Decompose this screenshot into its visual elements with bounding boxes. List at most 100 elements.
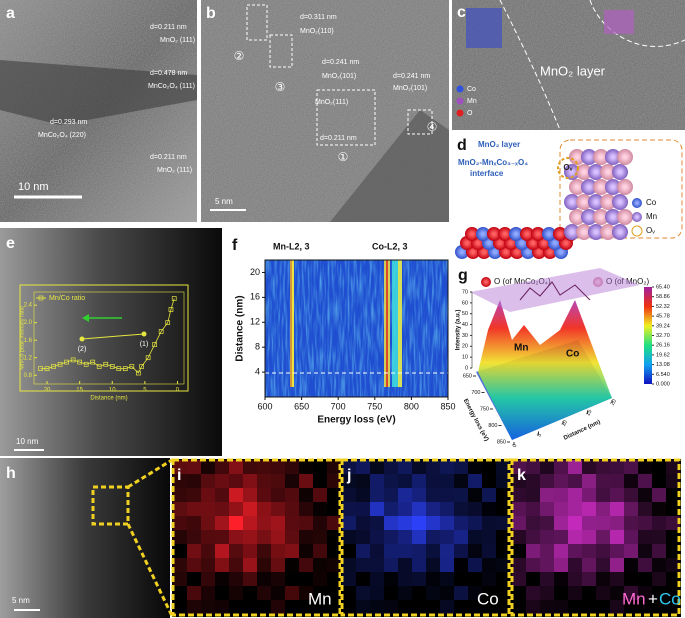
map-pixel	[229, 558, 243, 572]
map-pixel	[426, 474, 440, 488]
map-pixel	[187, 516, 201, 530]
layer-label: MnO₂ layer	[478, 140, 520, 149]
map-pixel	[412, 488, 426, 502]
y-tick-label: 12	[250, 317, 260, 327]
map-pixel	[243, 488, 257, 502]
map-pixel	[384, 530, 398, 544]
map-pixel	[201, 572, 215, 586]
map-pixel	[568, 502, 582, 516]
map-pixel	[243, 502, 257, 516]
element-label: Co	[566, 349, 579, 360]
map-pixel	[342, 516, 356, 530]
map-pixel	[173, 530, 187, 544]
map-pixel	[666, 600, 680, 614]
map-pixel	[327, 586, 341, 600]
atom	[542, 227, 556, 241]
map-pixel	[582, 558, 596, 572]
map-pixel	[370, 474, 384, 488]
data-point	[168, 307, 174, 312]
map-pixel	[187, 600, 201, 614]
map-pixel	[299, 502, 313, 516]
heatmap-band	[392, 260, 402, 387]
map-pixel	[540, 558, 554, 572]
vacancy	[557, 157, 579, 179]
data-point	[135, 370, 141, 376]
map-pixel	[568, 600, 582, 614]
map-pixel	[285, 502, 299, 516]
map-pixel	[666, 544, 680, 558]
map-pixel	[568, 544, 582, 558]
map-pixel	[496, 558, 510, 572]
legend-dot	[481, 277, 491, 287]
element-label: Mn	[622, 589, 646, 608]
map-pixel	[299, 558, 313, 572]
map-pixel	[468, 600, 482, 614]
x-tick-label: 700	[331, 401, 346, 411]
y-tick-label: 1.6	[24, 338, 33, 344]
panel-label: j	[346, 467, 351, 484]
map-pixel	[526, 600, 540, 614]
data-point	[171, 296, 177, 301]
map-pixel	[624, 474, 638, 488]
map-pixel	[271, 558, 285, 572]
map-pixel	[666, 530, 680, 544]
map-pixel	[342, 460, 356, 474]
atom	[593, 209, 609, 225]
map-pixel	[187, 586, 201, 600]
colorbar-label: 13.08	[656, 362, 670, 368]
map-pixel	[526, 586, 540, 600]
map-pixel	[243, 544, 257, 558]
atom	[576, 194, 592, 210]
element-label: Mn	[308, 589, 332, 608]
map-pixel	[271, 474, 285, 488]
map-pixel	[285, 572, 299, 586]
y-tick-label: 0.8	[24, 373, 33, 379]
map-pixel	[285, 600, 299, 614]
map-pixel	[327, 558, 341, 572]
map-pixel	[243, 460, 257, 474]
d-spacing: d=0.293 nm	[50, 119, 87, 126]
atom	[605, 179, 621, 195]
map-pixel	[215, 544, 229, 558]
map-pixel	[666, 586, 680, 600]
map-pixel	[568, 558, 582, 572]
data-point	[51, 364, 56, 369]
atom	[531, 227, 545, 241]
crystal-icon	[466, 8, 502, 48]
map-pixel	[370, 502, 384, 516]
map-pixel	[512, 502, 526, 516]
plane-label: MnO₂ (111)	[160, 37, 195, 44]
x-axis-label: Energy loss (eV)	[462, 398, 489, 442]
map-pixel	[540, 572, 554, 586]
y-tick-label: 2.0	[24, 320, 33, 326]
map-pixel	[610, 488, 624, 502]
map-pixel	[285, 530, 299, 544]
map-pixel	[173, 572, 187, 586]
map-pixel	[468, 530, 482, 544]
map-pixel	[327, 516, 341, 530]
map-pixel	[356, 572, 370, 586]
map-pixel	[398, 586, 412, 600]
map-pixel	[652, 488, 666, 502]
map-pixel	[173, 558, 187, 572]
atom	[465, 227, 479, 241]
data-point	[139, 364, 144, 369]
atom	[588, 194, 604, 210]
map-pixel	[638, 488, 652, 502]
map-pixel	[624, 586, 638, 600]
panel-label: i	[177, 467, 181, 484]
element-label: +	[648, 589, 658, 608]
map-pixel	[454, 488, 468, 502]
data-point	[44, 366, 50, 372]
map-pixel	[412, 516, 426, 530]
map-pixel	[512, 474, 526, 488]
map-pixel	[313, 474, 327, 488]
map-pixel	[526, 516, 540, 530]
surface	[478, 300, 612, 440]
map-pixel	[624, 502, 638, 516]
legend-dot	[632, 212, 642, 222]
data-point	[64, 359, 69, 365]
map-pixel	[426, 586, 440, 600]
map-pixel	[638, 572, 652, 586]
map-pixel	[454, 474, 468, 488]
